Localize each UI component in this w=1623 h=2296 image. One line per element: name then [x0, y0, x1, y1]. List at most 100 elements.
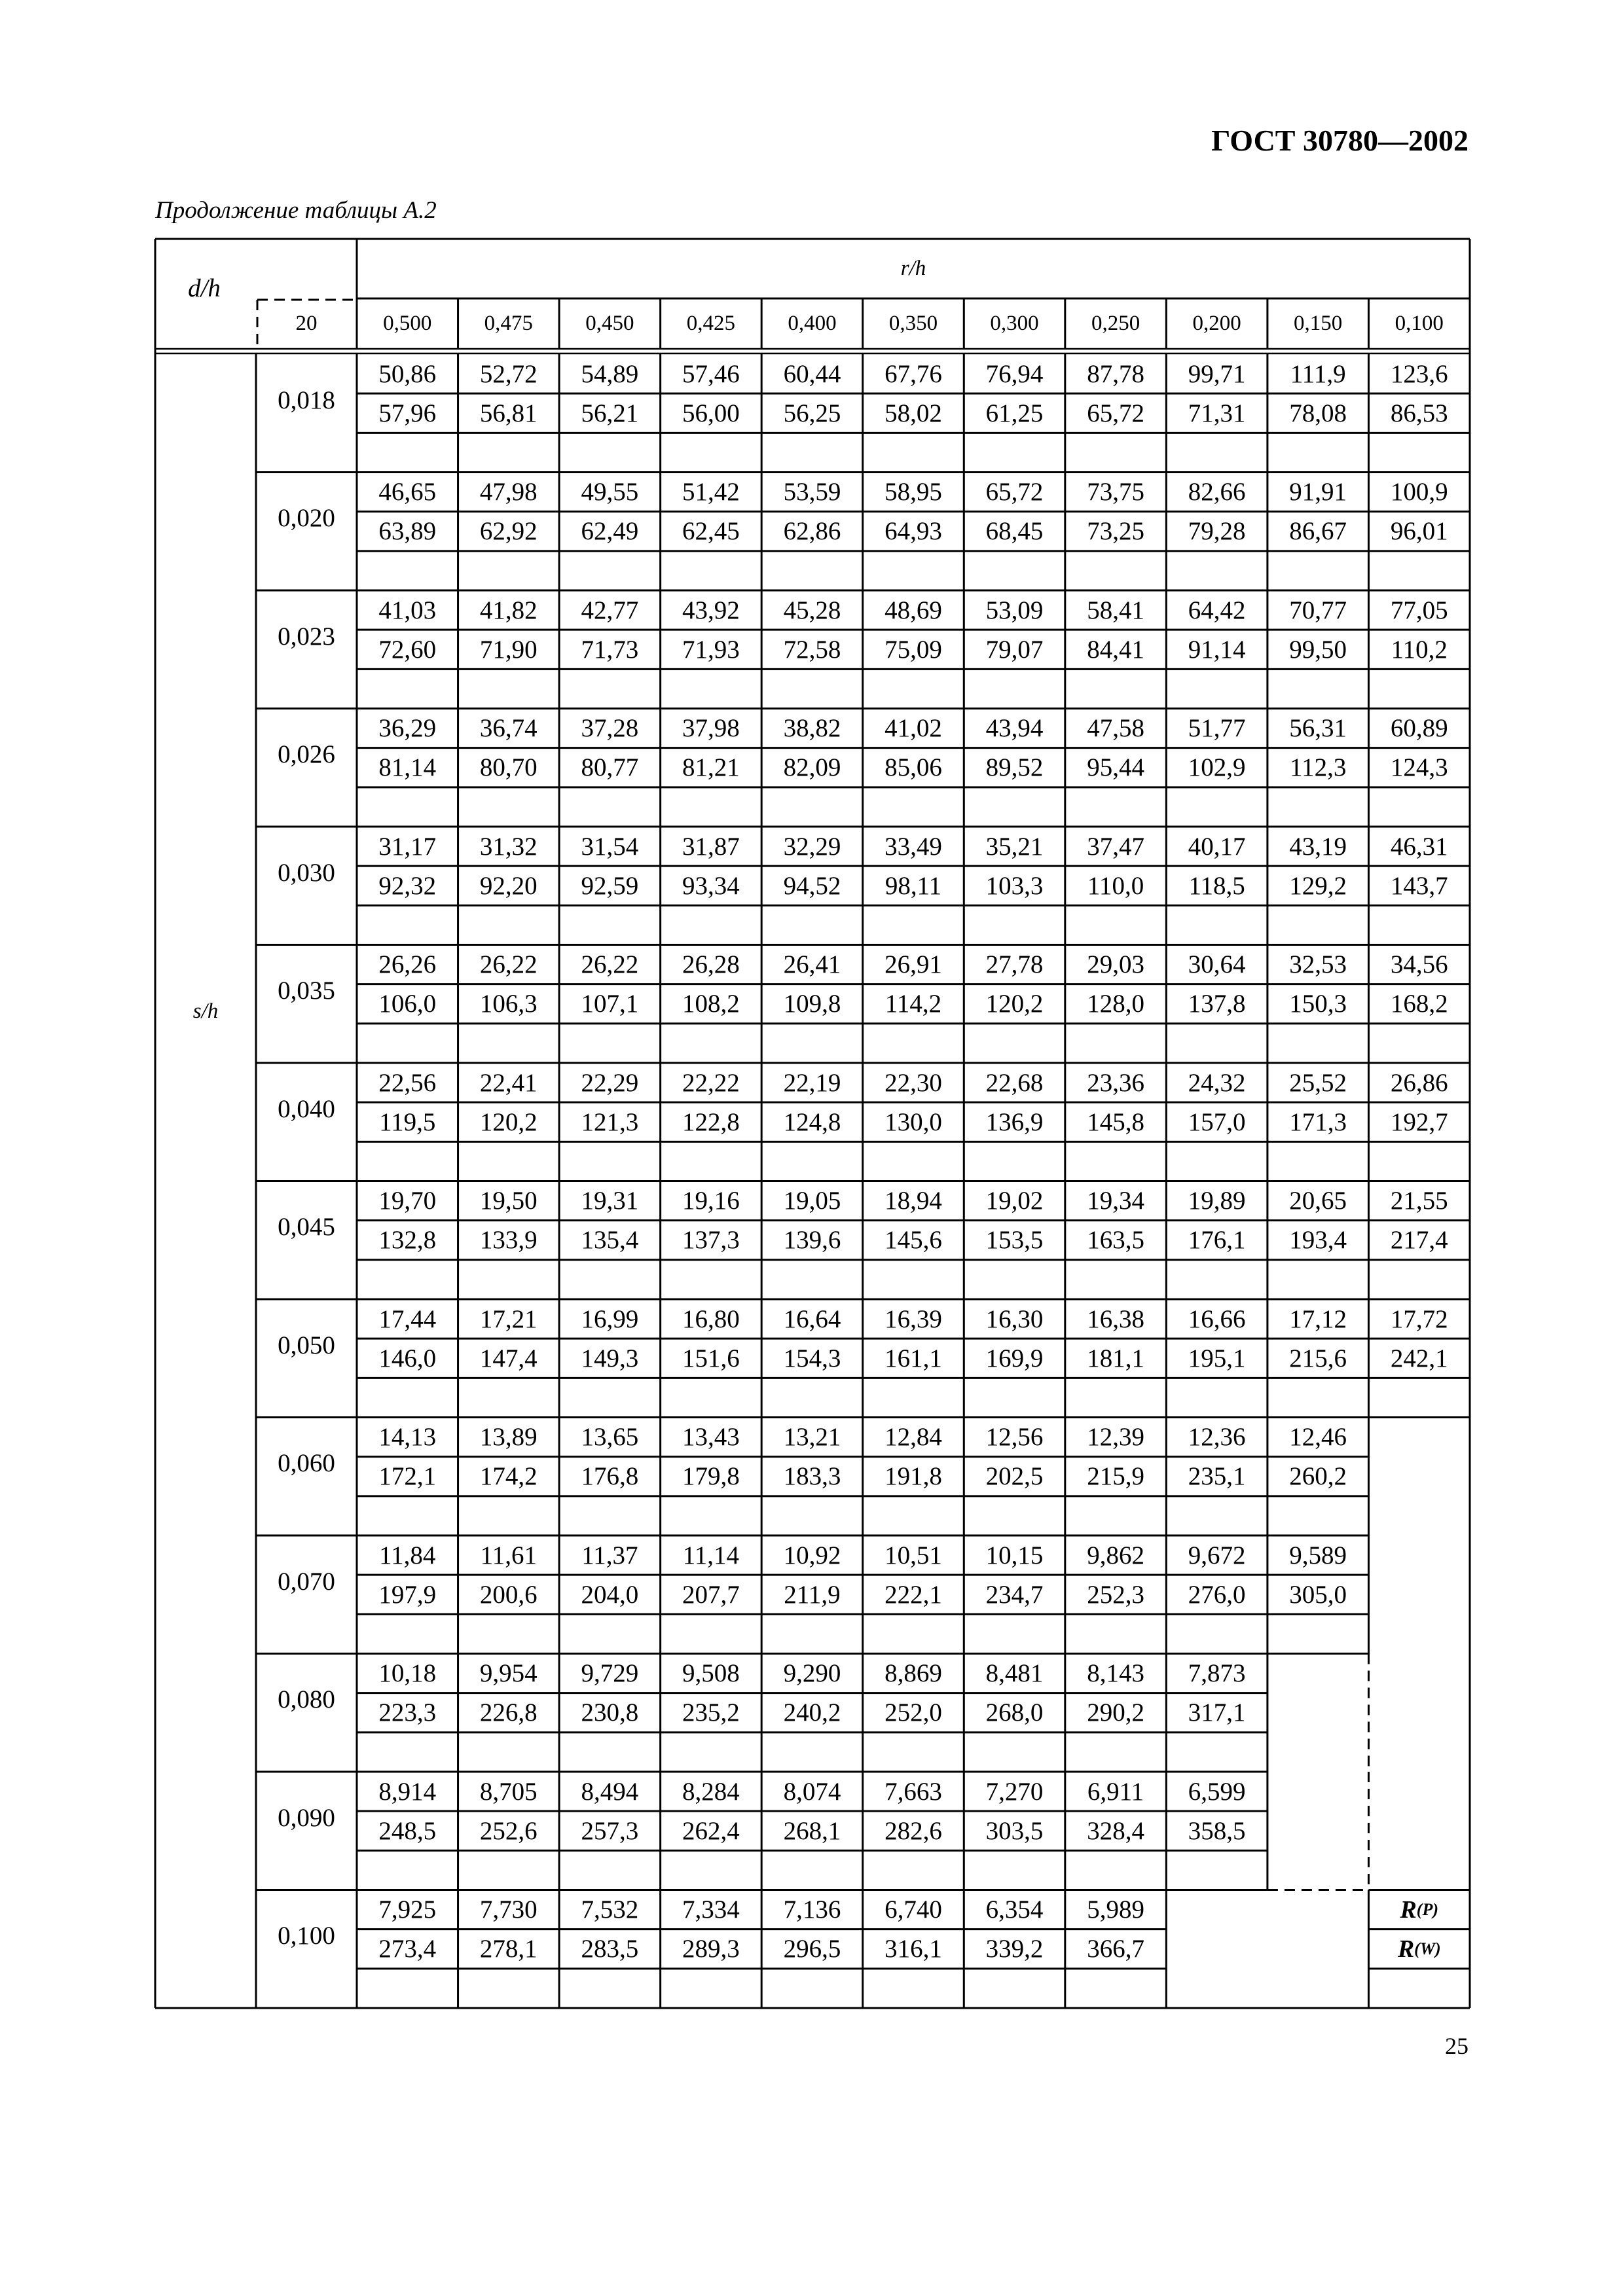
value-p: 91,91 [1289, 478, 1347, 507]
value-w: 296,5 [783, 1935, 841, 1964]
value-p: 67,76 [884, 359, 942, 388]
value-w: 82,09 [783, 753, 841, 782]
value-p: 27,78 [985, 950, 1044, 979]
value-p: 13,43 [682, 1423, 740, 1452]
value-p: 26,22 [479, 950, 538, 979]
value-p: 23,36 [1087, 1068, 1144, 1097]
row-s-h-value: 0,018 [278, 386, 335, 414]
value-w: 106,3 [479, 990, 538, 1018]
corner-value: 20 [295, 312, 318, 335]
value-p: 19,02 [985, 1187, 1044, 1215]
value-p: 19,31 [581, 1187, 639, 1215]
value-w: 169,9 [985, 1344, 1044, 1372]
value-p: 19,16 [682, 1187, 740, 1215]
value-w: 146,0 [378, 1344, 437, 1372]
value-p: 7,270 [985, 1777, 1044, 1806]
value-p: 16,80 [682, 1304, 740, 1333]
value-p: 8,284 [682, 1777, 740, 1806]
value-p: 8,481 [985, 1659, 1044, 1688]
column-header: 0,300 [990, 312, 1039, 335]
value-w: 252,0 [884, 1698, 942, 1727]
value-p: 35,21 [985, 832, 1044, 861]
value-p: 40,17 [1188, 832, 1246, 861]
value-w: 260,2 [1289, 1462, 1347, 1491]
value-p: 42,77 [581, 596, 639, 624]
value-p: 34,56 [1390, 950, 1448, 979]
value-w: 108,2 [682, 990, 740, 1018]
value-w: 145,8 [1087, 1107, 1144, 1136]
value-p: 9,954 [479, 1659, 538, 1688]
value-w: 240,2 [783, 1698, 841, 1727]
value-p: 31,54 [581, 832, 639, 861]
value-w: 128,0 [1087, 990, 1144, 1018]
value-w: 56,00 [682, 399, 740, 427]
value-p: 46,31 [1390, 832, 1448, 861]
value-w: 215,9 [1087, 1462, 1144, 1491]
value-p: 33,49 [884, 832, 942, 861]
value-w: 61,25 [985, 399, 1044, 427]
value-p: 36,29 [378, 714, 437, 743]
legend-label-rp: R (P) [1368, 1890, 1470, 1929]
value-p: 48,69 [884, 596, 942, 624]
value-p: 43,94 [985, 714, 1044, 743]
value-p: 7,873 [1188, 1659, 1246, 1688]
corner-label-d-h: d/h [188, 274, 221, 302]
value-w: 192,7 [1390, 1107, 1448, 1136]
value-w: 248,5 [378, 1816, 437, 1845]
value-w: 103,3 [985, 871, 1044, 900]
value-p: 22,68 [985, 1068, 1044, 1097]
value-p: 58,41 [1087, 596, 1144, 624]
value-w: 86,53 [1390, 399, 1448, 427]
column-header: 0,475 [484, 312, 533, 335]
value-w: 358,5 [1188, 1816, 1246, 1845]
value-p: 17,44 [378, 1304, 437, 1333]
value-p: 7,925 [378, 1895, 437, 1924]
value-w: 110,2 [1391, 635, 1448, 664]
value-w: 211,9 [784, 1580, 841, 1609]
value-p: 19,05 [783, 1187, 841, 1215]
value-p: 43,92 [682, 596, 740, 624]
value-w: 181,1 [1087, 1344, 1144, 1372]
value-p: 5,989 [1087, 1895, 1144, 1924]
value-w: 58,02 [884, 399, 942, 427]
value-w: 122,8 [682, 1107, 740, 1136]
value-w: 78,08 [1289, 399, 1347, 427]
value-w: 172,1 [378, 1462, 437, 1491]
value-p: 41,02 [884, 714, 942, 743]
value-w: 202,5 [985, 1462, 1044, 1491]
row-s-h-value: 0,080 [278, 1685, 335, 1714]
column-header: 0,250 [1091, 312, 1140, 335]
value-p: 12,46 [1289, 1423, 1347, 1452]
value-w: 57,96 [378, 399, 437, 427]
value-w: 110,0 [1087, 871, 1144, 900]
value-w: 71,73 [581, 635, 639, 664]
value-w: 62,45 [682, 517, 740, 546]
value-p: 38,82 [783, 714, 841, 743]
value-w: 174,2 [479, 1462, 538, 1491]
value-p: 22,56 [378, 1068, 437, 1097]
value-p: 7,730 [479, 1895, 538, 1924]
value-w: 137,3 [682, 1226, 740, 1255]
value-p: 41,82 [479, 596, 538, 624]
value-p: 26,28 [682, 950, 740, 979]
value-w: 64,93 [884, 517, 942, 546]
value-p: 16,66 [1188, 1304, 1246, 1333]
value-w: 268,1 [783, 1816, 841, 1845]
value-w: 91,14 [1188, 635, 1246, 664]
value-w: 179,8 [682, 1462, 740, 1491]
value-p: 11,14 [682, 1541, 740, 1570]
value-w: 85,06 [884, 753, 942, 782]
value-p: 22,19 [783, 1068, 841, 1097]
value-p: 8,705 [479, 1777, 538, 1806]
value-p: 22,29 [581, 1068, 639, 1097]
column-header: 0,350 [888, 312, 938, 335]
value-w: 171,3 [1289, 1107, 1347, 1136]
value-w: 120,2 [479, 1107, 538, 1136]
value-w: 119,5 [379, 1107, 436, 1136]
page-number: 25 [1445, 2033, 1468, 2059]
value-p: 60,89 [1390, 714, 1448, 743]
legend-symbol: R [1397, 1935, 1415, 1963]
value-w: 96,01 [1390, 517, 1448, 546]
value-p: 19,50 [479, 1187, 538, 1215]
value-w: 92,32 [378, 871, 437, 900]
